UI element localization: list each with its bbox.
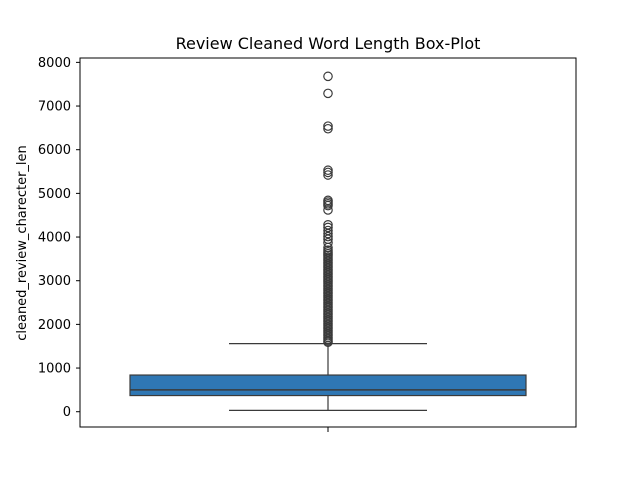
outlier-point (323, 222, 333, 233)
y-tick-label: 0 (63, 405, 71, 420)
y-axis-label: cleaned_review_charecter_len (15, 145, 30, 341)
chart-title: Review Cleaned Word Length Box-Plot (176, 34, 481, 53)
y-tick-label: 1000 (38, 362, 71, 377)
y-tick-label: 8000 (38, 56, 71, 71)
plot-area (129, 71, 527, 412)
iqr-box (129, 374, 527, 397)
y-tick-label: 3000 (38, 274, 71, 289)
outlier-point (323, 167, 333, 178)
y-tick-label: 2000 (38, 318, 71, 333)
y-tick-label: 4000 (38, 231, 71, 246)
y-tick-label: 7000 (38, 100, 71, 115)
outlier-point (323, 123, 333, 134)
outlier-point (323, 170, 333, 180)
outlier-point (323, 88, 333, 99)
y-axis-ticks: 0 1000 2000 3000 4000 5000 6000 7000 8000 (38, 56, 80, 420)
outlier-point (323, 121, 333, 131)
outlier-point (323, 237, 333, 248)
outlier-point (323, 231, 333, 242)
y-tick-label: 5000 (38, 187, 71, 202)
outlier-point (323, 337, 333, 348)
outlier-point (323, 205, 333, 215)
outlier-point (323, 71, 333, 82)
outlier-point (323, 228, 333, 239)
y-tick-label: 6000 (38, 143, 71, 158)
outlier-point (323, 200, 333, 211)
